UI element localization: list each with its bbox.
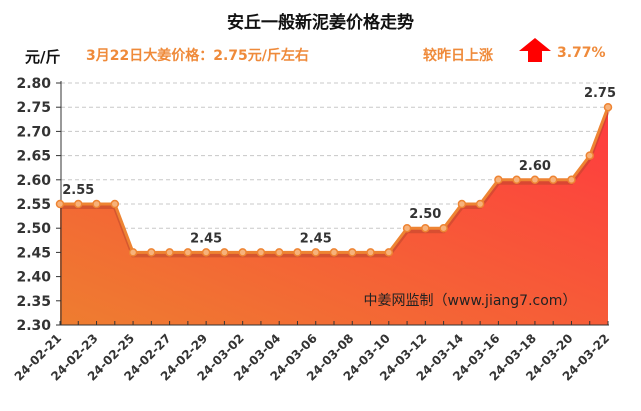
y-tick-label: 2.50 (16, 221, 51, 237)
data-point (110, 199, 120, 209)
data-point (421, 223, 430, 233)
data-point (567, 175, 576, 185)
data-point (348, 248, 357, 257)
data-point (147, 248, 156, 257)
y-tick-label: 2.30 (16, 318, 51, 334)
data-point (183, 248, 193, 257)
data-point (311, 248, 320, 257)
data-point (475, 199, 485, 209)
chart-title: 安丘一般新泥姜价格走势 (227, 13, 414, 33)
change-label: 较昨日上涨 (423, 48, 493, 64)
data-point (220, 248, 229, 257)
y-tick-label: 2.55 (16, 197, 51, 213)
data-label: 2.45 (300, 231, 332, 246)
data-point (585, 151, 594, 160)
data-point (439, 223, 448, 233)
y-tick-label: 2.60 (16, 173, 51, 189)
data-point (293, 248, 302, 257)
data-point (238, 248, 247, 257)
y-tick-label: 2.45 (16, 245, 51, 261)
change-percent: 3.77% (557, 45, 606, 61)
data-point (92, 199, 101, 209)
data-point (512, 175, 521, 185)
y-tick-label: 2.75 (16, 100, 51, 116)
area-fill (60, 107, 608, 325)
data-label: 2.75 (584, 86, 616, 101)
y-tick-label: 2.70 (16, 124, 51, 140)
data-point (74, 199, 83, 209)
y-tick-label: 2.40 (16, 270, 51, 286)
data-point (329, 248, 339, 257)
data-point (457, 199, 467, 209)
y-tick-label: 2.80 (16, 76, 51, 92)
price-summary: 3月22日大姜价格：2.75元/斤左右 (86, 48, 309, 64)
data-label: 2.55 (62, 183, 94, 198)
data-point (128, 248, 138, 257)
data-point (494, 175, 503, 185)
up-arrow-icon (519, 38, 551, 62)
data-point (256, 248, 266, 257)
watermark: 中姜网监制（www.jiang7.com） (364, 293, 577, 309)
data-point (603, 102, 613, 112)
data-point (402, 223, 412, 233)
data-point (201, 248, 211, 257)
data-point (548, 175, 558, 185)
data-point (366, 248, 375, 257)
data-point (165, 248, 174, 257)
y-tick-label: 2.65 (16, 149, 51, 165)
y-axis-unit: 元/斤 (25, 48, 61, 66)
data-point (530, 175, 540, 185)
y-tick-label: 2.35 (16, 294, 51, 310)
data-label: 2.45 (190, 231, 222, 246)
data-point (55, 199, 65, 209)
data-label: 2.60 (519, 159, 551, 174)
data-point (274, 248, 284, 257)
data-label: 2.50 (409, 207, 441, 222)
data-point (384, 248, 394, 257)
